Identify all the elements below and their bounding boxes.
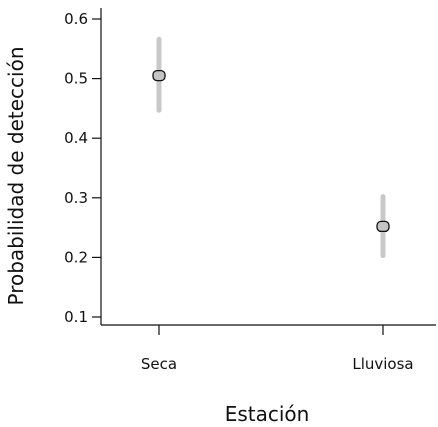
x-axis: Seca Lluviosa bbox=[101, 324, 436, 373]
y-tick-label: 0.5 bbox=[64, 70, 88, 88]
y-tick-label: 0.1 bbox=[64, 308, 88, 326]
data-point bbox=[152, 69, 166, 82]
data-point bbox=[376, 220, 390, 233]
y-axis: 0.1 0.2 0.3 0.4 0.5 0.6 bbox=[64, 8, 102, 326]
x-tick-label: Seca bbox=[141, 355, 177, 373]
y-tick-label: 0.4 bbox=[64, 129, 88, 147]
data-marks bbox=[152, 36, 390, 259]
y-tick-label: 0.6 bbox=[64, 10, 88, 28]
y-axis-title: Probabilidad de detección bbox=[4, 46, 28, 305]
y-tick-label: 0.3 bbox=[64, 189, 88, 207]
x-axis-title: Estación bbox=[225, 402, 310, 426]
y-tick-label: 0.2 bbox=[64, 248, 88, 266]
x-tick-label: Lluviosa bbox=[352, 355, 413, 373]
